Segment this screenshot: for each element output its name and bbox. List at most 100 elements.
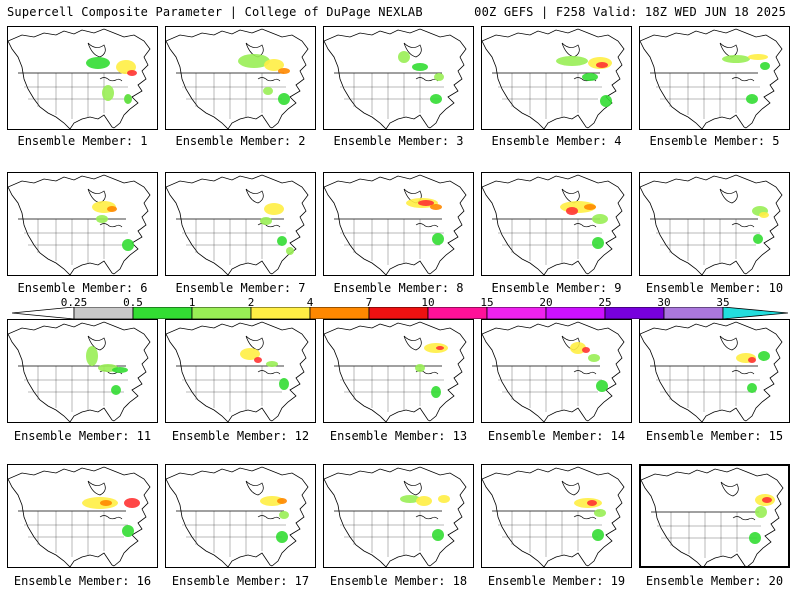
hudson-bay bbox=[245, 480, 264, 496]
ensemble-map-13 bbox=[323, 319, 474, 423]
gulf-coast bbox=[385, 260, 431, 275]
ensemble-map-16 bbox=[7, 464, 158, 568]
scp-shading-3 bbox=[277, 236, 287, 246]
map-14 bbox=[482, 321, 625, 422]
colorbar-segment-13 bbox=[722, 307, 788, 319]
colorbar-tick-label: 2 bbox=[247, 296, 255, 309]
scp-shading-4 bbox=[111, 385, 121, 395]
scp-shading-3 bbox=[415, 364, 425, 372]
coastline-east bbox=[8, 321, 151, 422]
ensemble-label-19: Ensemble Member: 19 bbox=[487, 574, 626, 588]
great-lakes bbox=[573, 515, 597, 520]
colorbar-tick-label: 4 bbox=[306, 296, 314, 309]
colorbar-tick-label: 7 bbox=[365, 296, 373, 309]
coastline-west bbox=[324, 478, 387, 567]
ensemble-map-9 bbox=[481, 172, 632, 276]
ensemble-label-11: Ensemble Member: 11 bbox=[13, 429, 152, 443]
map-2 bbox=[166, 28, 309, 129]
ensemble-label-13: Ensemble Member: 13 bbox=[329, 429, 468, 443]
scp-shading-3 bbox=[266, 361, 278, 367]
great-lakes bbox=[731, 77, 755, 82]
scp-shading-2 bbox=[264, 59, 284, 71]
scp-shading-3 bbox=[112, 367, 128, 373]
colorbar-tick-label: 35 bbox=[716, 296, 730, 309]
colorbar-segment-11 bbox=[604, 307, 665, 319]
scp-shading-4 bbox=[122, 239, 134, 251]
ensemble-map-1 bbox=[7, 26, 158, 130]
state-lines bbox=[340, 511, 444, 557]
scp-shading-3 bbox=[434, 73, 444, 81]
state-lines bbox=[340, 366, 444, 412]
gulf-coast bbox=[543, 552, 589, 567]
map-7 bbox=[166, 174, 309, 275]
gulf-coast bbox=[385, 552, 431, 567]
ensemble-map-6 bbox=[7, 172, 158, 276]
ensemble-label-8: Ensemble Member: 8 bbox=[333, 281, 464, 295]
gulf-coast bbox=[701, 407, 747, 422]
colorbar-segment-7 bbox=[368, 307, 429, 319]
scp-shading-2 bbox=[418, 200, 434, 206]
ensemble-map-15 bbox=[639, 319, 790, 423]
hudson-bay bbox=[245, 335, 264, 351]
map-10 bbox=[640, 174, 783, 275]
colorbar-segment-4 bbox=[191, 307, 252, 319]
coastline-east bbox=[166, 466, 309, 567]
colorbar-tick-label: 15 bbox=[480, 296, 494, 309]
scp-shading-3 bbox=[758, 351, 770, 361]
colorbar-tick-label: 0.5 bbox=[123, 296, 143, 309]
scp-shading-3 bbox=[588, 354, 600, 362]
coastline-west bbox=[8, 333, 71, 422]
coastline-west bbox=[482, 333, 545, 422]
colorbar-segment-5 bbox=[250, 307, 311, 319]
scp-shading-4 bbox=[286, 247, 294, 255]
coastline-east bbox=[482, 28, 625, 129]
scp-shading-2 bbox=[762, 497, 772, 503]
coastline-west bbox=[640, 40, 703, 129]
scp-shading-1 bbox=[570, 342, 586, 354]
scp-shading-4 bbox=[430, 94, 442, 104]
scp-shading-3 bbox=[753, 234, 763, 244]
coastline-west bbox=[324, 40, 387, 129]
gulf-coast bbox=[227, 407, 273, 422]
great-lakes bbox=[415, 515, 439, 520]
hudson-bay bbox=[403, 188, 422, 204]
scp-shading-3 bbox=[760, 62, 770, 70]
great-lakes bbox=[415, 223, 439, 228]
coastline-east bbox=[8, 174, 151, 275]
gulf-coast bbox=[703, 553, 746, 566]
colorbar-tick-label: 1 bbox=[188, 296, 196, 309]
scp-shading-3 bbox=[596, 62, 608, 68]
hudson-bay bbox=[403, 335, 422, 351]
coastline-west bbox=[8, 186, 71, 275]
ensemble-label-9: Ensemble Member: 9 bbox=[491, 281, 622, 295]
scp-shading-3 bbox=[96, 215, 108, 223]
coastline-east bbox=[482, 174, 625, 275]
hudson-bay bbox=[245, 188, 264, 204]
great-lakes bbox=[731, 370, 755, 375]
coastline-east bbox=[166, 174, 309, 275]
map-13 bbox=[324, 321, 467, 422]
hudson-bay bbox=[403, 480, 422, 496]
hudson-bay bbox=[720, 481, 739, 497]
great-lakes bbox=[99, 77, 123, 82]
colorbar-tick-label: 10 bbox=[421, 296, 435, 309]
scp-shading-4 bbox=[746, 94, 758, 104]
map-19 bbox=[482, 466, 625, 567]
gulf-coast bbox=[543, 114, 589, 129]
colorbar-segment-9 bbox=[486, 307, 547, 319]
map-6 bbox=[8, 174, 151, 275]
scp-shading-1 bbox=[86, 57, 110, 69]
coastline-west bbox=[324, 186, 387, 275]
ensemble-label-4: Ensemble Member: 4 bbox=[491, 134, 622, 148]
ensemble-map-14 bbox=[481, 319, 632, 423]
ensemble-map-18 bbox=[323, 464, 474, 568]
gulf-coast bbox=[69, 260, 115, 275]
coastline-east bbox=[8, 466, 151, 567]
scp-shading-4 bbox=[102, 85, 114, 101]
scp-shading-1 bbox=[400, 495, 420, 503]
hudson-bay bbox=[719, 188, 738, 204]
map-11 bbox=[8, 321, 151, 422]
hudson-bay bbox=[87, 480, 106, 496]
scp-shading-2 bbox=[107, 206, 117, 212]
scp-shading-2 bbox=[412, 63, 428, 71]
